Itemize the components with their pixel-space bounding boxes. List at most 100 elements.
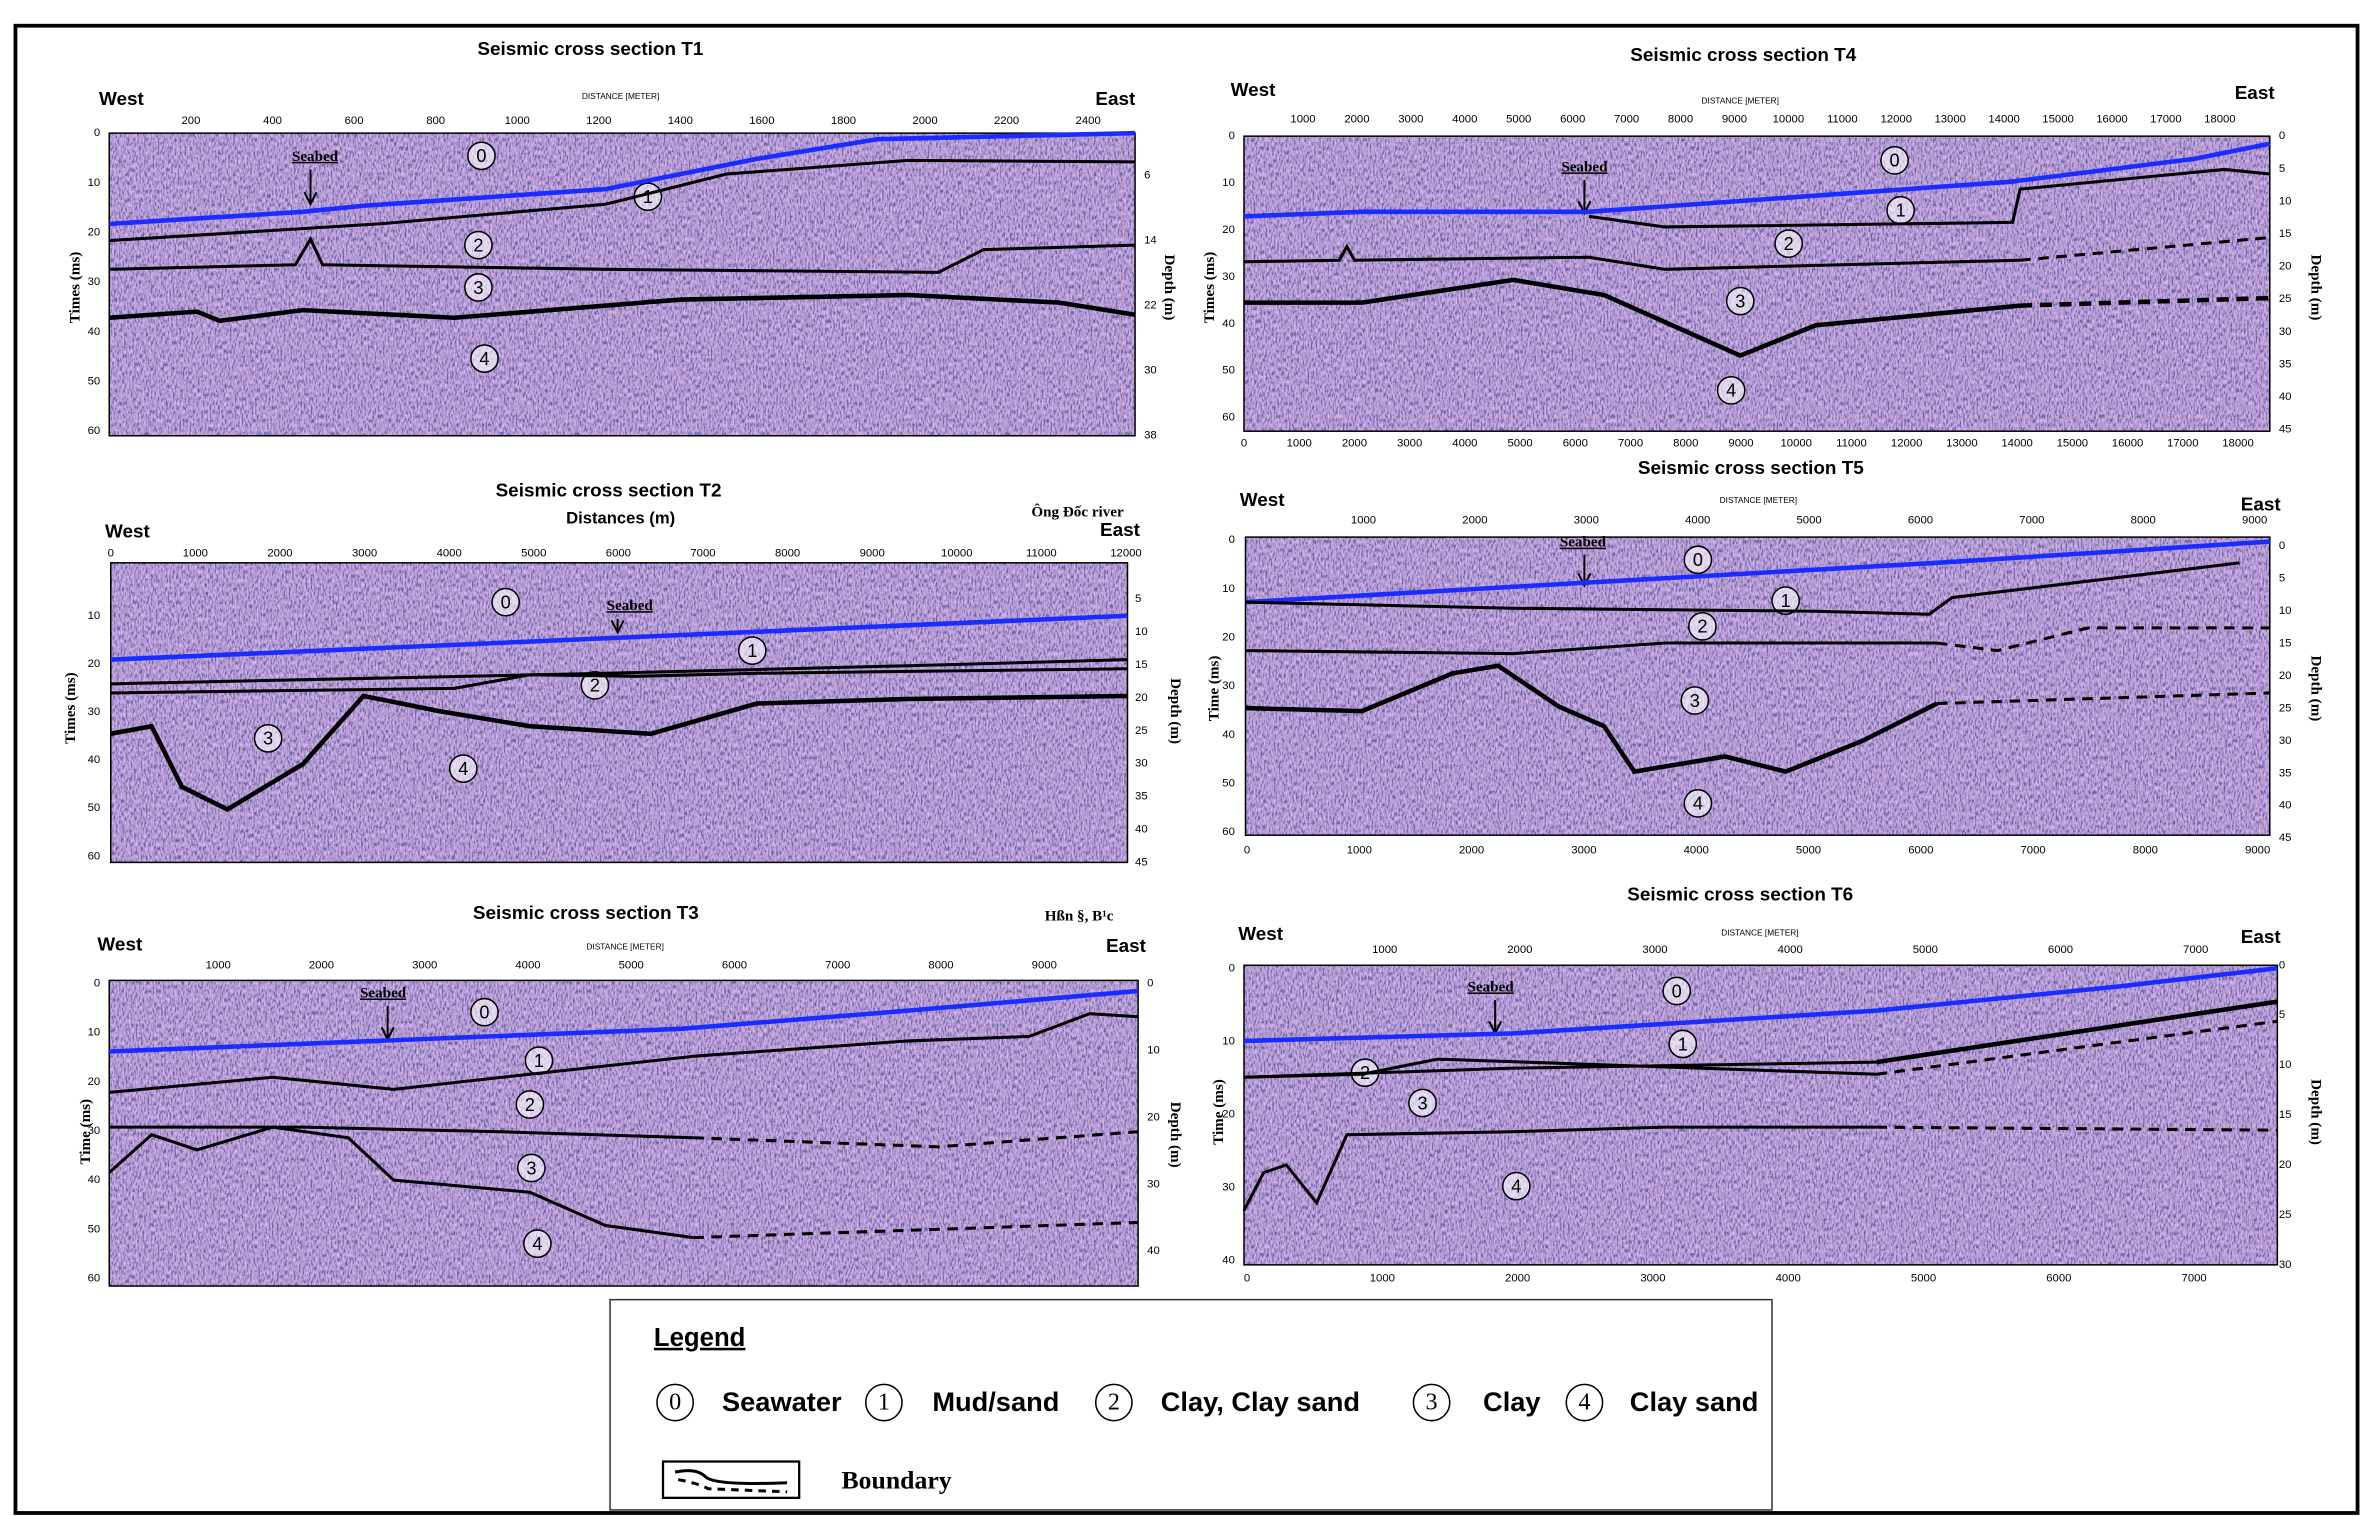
top-tick-label: 6000 bbox=[1560, 114, 1585, 126]
boundary-label: Boundary bbox=[842, 1466, 952, 1495]
top-tick-label: 9000 bbox=[1722, 114, 1747, 126]
layer-circle bbox=[1688, 611, 1717, 641]
layer-label: 3 bbox=[263, 729, 273, 749]
distance-label: DISTANCE [METER] bbox=[1702, 96, 1779, 106]
layer-label: 4 bbox=[479, 349, 489, 369]
left-tick-label: 60 bbox=[88, 1272, 101, 1284]
top-tick-label: 400 bbox=[263, 115, 282, 127]
plot-frame bbox=[108, 132, 1136, 437]
top-tick-label: 8000 bbox=[2131, 514, 2156, 526]
right-tick-label: 30 bbox=[1147, 1178, 1160, 1190]
top-tick-label: 3000 bbox=[412, 959, 437, 971]
east-label: East bbox=[2241, 494, 2282, 515]
left-tick-label: 0 bbox=[1229, 534, 1235, 546]
west-label: West bbox=[97, 935, 143, 956]
seismic-panel: Seismic cross section T4 West East DISTANCE… bbox=[1202, 45, 2324, 449]
layer-circle bbox=[1668, 1029, 1698, 1059]
seismic-panel: Seismic cross section T5 West East DISTANCE… bbox=[1207, 458, 2324, 856]
top-tick-label: 7000 bbox=[1614, 114, 1639, 126]
right-tick-label: 40 bbox=[2279, 800, 2292, 812]
seabed-label: Seabed bbox=[360, 985, 407, 1001]
top-tick-label: 1000 bbox=[1372, 944, 1397, 956]
bottom-tick-label: 7000 bbox=[1618, 437, 1643, 449]
left-tick-label: 30 bbox=[1222, 1181, 1235, 1193]
top-tick-label: 9000 bbox=[1032, 959, 1057, 971]
right-tick-label: 10 bbox=[1147, 1044, 1160, 1056]
layer-circle bbox=[1662, 976, 1692, 1006]
left-tick-label: 50 bbox=[1222, 777, 1235, 789]
west-label: West bbox=[1231, 80, 1277, 101]
bottom-tick-label: 7000 bbox=[2182, 1272, 2207, 1284]
top-tick-label: 1000 bbox=[183, 548, 208, 560]
legend-symbol-circle bbox=[1094, 1383, 1133, 1422]
frame bbox=[13, 23, 2360, 1515]
legend-symbol: 2 bbox=[1108, 1389, 1120, 1416]
bottom-tick-label: 13000 bbox=[1946, 437, 1978, 449]
seismic-texture bbox=[1243, 965, 2278, 1265]
left-tick-label: 0 bbox=[1229, 130, 1235, 142]
legend-title: Legend bbox=[654, 1324, 745, 1352]
left-tick-label: 40 bbox=[1222, 318, 1235, 330]
bottom-tick-label: 7000 bbox=[2020, 844, 2045, 856]
layer-circle bbox=[1774, 229, 1804, 258]
west-label: West bbox=[105, 522, 151, 543]
right-tick-label: 5 bbox=[1135, 593, 1141, 605]
top-tick-label: 18000 bbox=[2204, 114, 2236, 126]
bottom-tick-label: 3000 bbox=[1640, 1272, 1665, 1284]
layer-label: 4 bbox=[1726, 381, 1736, 401]
bottom-tick-label: 5000 bbox=[1796, 844, 1821, 856]
top-tick-label: 16000 bbox=[2096, 114, 2128, 126]
distance-label: DISTANCE [METER] bbox=[582, 91, 659, 101]
layer-label: 3 bbox=[526, 1158, 536, 1178]
west-label: West bbox=[1238, 924, 1284, 945]
left-tick-label: 30 bbox=[88, 276, 101, 288]
plot-frame bbox=[110, 562, 1129, 864]
layer-label: 3 bbox=[1735, 291, 1745, 311]
bottom-tick-label: 0 bbox=[1241, 437, 1247, 449]
layer-circle bbox=[1680, 686, 1710, 715]
top-tick-label: 6000 bbox=[1908, 514, 1933, 526]
left-tick-label: 30 bbox=[1222, 271, 1235, 283]
top-tick-label: 1000 bbox=[1351, 514, 1376, 526]
layer-circle bbox=[523, 1229, 552, 1259]
left-tick-label: 10 bbox=[88, 610, 101, 622]
right-tick-label: 15 bbox=[2279, 1109, 2292, 1121]
top-tick-label: 1400 bbox=[668, 115, 693, 127]
layer-label: 1 bbox=[1678, 1034, 1688, 1054]
layer-circle bbox=[1771, 586, 1801, 616]
bottom-tick-label: 8000 bbox=[1673, 437, 1698, 449]
left-tick-label: 10 bbox=[88, 1027, 101, 1039]
top-tick-label: 7000 bbox=[2183, 944, 2208, 956]
legend-label: Clay sand bbox=[1630, 1386, 1759, 1417]
right-tick-label: 6 bbox=[1144, 170, 1150, 182]
right-tick-label: 30 bbox=[1135, 758, 1148, 770]
boundary-symbol-dashed bbox=[677, 1478, 788, 1494]
bottom-tick-label: 15000 bbox=[2057, 437, 2089, 449]
right-tick-label: 20 bbox=[2279, 670, 2292, 682]
top-tick-label: 6000 bbox=[722, 959, 747, 971]
left-tick-label: 20 bbox=[1222, 631, 1235, 643]
layer-label: 0 bbox=[1693, 550, 1703, 570]
legend-symbol: 1 bbox=[878, 1389, 890, 1416]
left-tick-label: 40 bbox=[88, 326, 101, 338]
top-tick-label: 8000 bbox=[1668, 114, 1693, 126]
left-tick-label: 40 bbox=[1222, 1254, 1235, 1266]
bottom-tick-label: 12000 bbox=[1891, 437, 1923, 449]
seabed-label: Seabed bbox=[607, 598, 654, 614]
bottom-tick-label: 6000 bbox=[2046, 1272, 2071, 1284]
layer-label: 2 bbox=[473, 235, 483, 255]
y-axis-label: Time (ms) bbox=[78, 1099, 94, 1165]
left-tick-label: 60 bbox=[1222, 826, 1235, 838]
y2-axis-label: Depth (m) bbox=[2308, 255, 2324, 321]
layer-label: 2 bbox=[1784, 234, 1794, 254]
right-tick-label: 35 bbox=[1135, 791, 1148, 803]
left-tick-label: 0 bbox=[94, 127, 100, 139]
plot-frame bbox=[1243, 135, 2271, 432]
bottom-tick-label: 16000 bbox=[2112, 437, 2144, 449]
top-tick-label: 9000 bbox=[2242, 514, 2267, 526]
layer-label: 3 bbox=[1690, 691, 1700, 711]
bottom-tick-label: 5000 bbox=[1911, 1272, 1936, 1284]
seismic-panel: Seismic cross section T1 West East DISTANCE… bbox=[67, 39, 1176, 442]
right-tick-label: 40 bbox=[2279, 391, 2292, 403]
